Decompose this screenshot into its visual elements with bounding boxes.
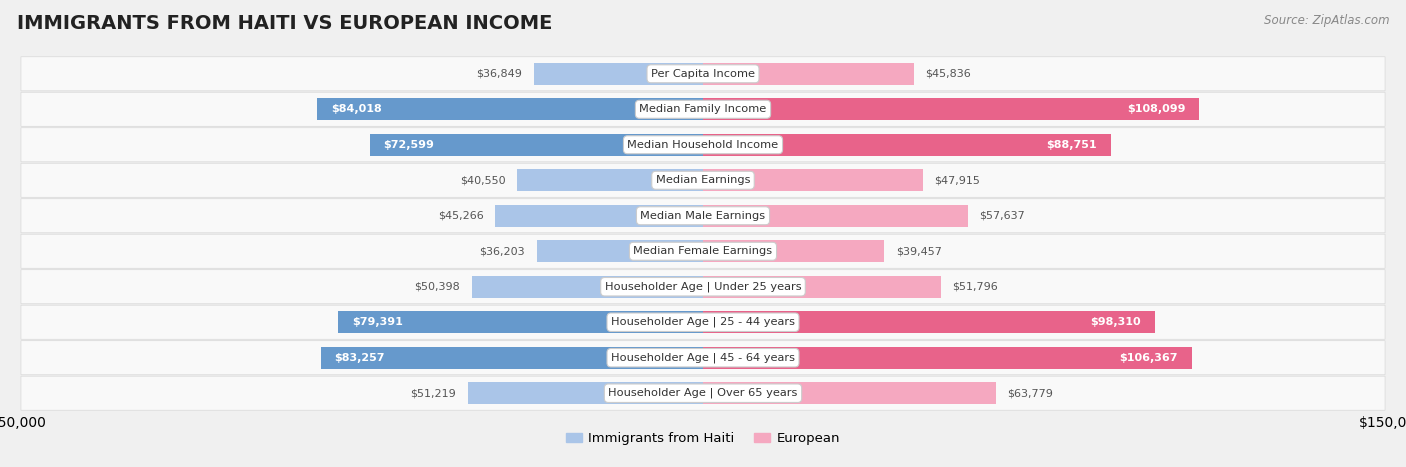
FancyBboxPatch shape bbox=[21, 199, 1385, 233]
Bar bbox=[703, 169, 924, 191]
Text: Median Earnings: Median Earnings bbox=[655, 175, 751, 185]
Text: $106,367: $106,367 bbox=[1119, 353, 1178, 363]
Text: $51,219: $51,219 bbox=[411, 388, 457, 398]
Text: Householder Age | 45 - 64 years: Householder Age | 45 - 64 years bbox=[612, 353, 794, 363]
Text: $45,266: $45,266 bbox=[437, 211, 484, 221]
FancyBboxPatch shape bbox=[21, 163, 1385, 197]
FancyBboxPatch shape bbox=[21, 305, 1385, 339]
FancyBboxPatch shape bbox=[21, 341, 1385, 375]
Text: $88,751: $88,751 bbox=[1046, 140, 1097, 150]
Bar bbox=[703, 98, 1199, 120]
Bar bbox=[534, 63, 703, 85]
Text: $72,599: $72,599 bbox=[384, 140, 434, 150]
Text: $57,637: $57,637 bbox=[979, 211, 1025, 221]
FancyBboxPatch shape bbox=[21, 376, 1385, 410]
Bar bbox=[703, 347, 1191, 369]
Bar bbox=[321, 347, 703, 369]
Text: Median Family Income: Median Family Income bbox=[640, 104, 766, 114]
Text: Householder Age | 25 - 44 years: Householder Age | 25 - 44 years bbox=[612, 317, 794, 327]
Text: Median Female Earnings: Median Female Earnings bbox=[634, 246, 772, 256]
Text: Median Household Income: Median Household Income bbox=[627, 140, 779, 150]
Text: IMMIGRANTS FROM HAITI VS EUROPEAN INCOME: IMMIGRANTS FROM HAITI VS EUROPEAN INCOME bbox=[17, 14, 553, 33]
Bar bbox=[703, 205, 967, 227]
Bar bbox=[703, 63, 914, 85]
FancyBboxPatch shape bbox=[21, 57, 1385, 91]
Bar bbox=[703, 134, 1111, 156]
Bar bbox=[318, 98, 703, 120]
Text: $36,849: $36,849 bbox=[477, 69, 522, 79]
Text: $63,779: $63,779 bbox=[1008, 388, 1053, 398]
Bar bbox=[468, 382, 703, 404]
Text: $47,915: $47,915 bbox=[935, 175, 980, 185]
Text: $84,018: $84,018 bbox=[330, 104, 381, 114]
Bar bbox=[339, 311, 703, 333]
Text: $40,550: $40,550 bbox=[460, 175, 505, 185]
Bar bbox=[537, 240, 703, 262]
FancyBboxPatch shape bbox=[21, 234, 1385, 268]
Text: $36,203: $36,203 bbox=[479, 246, 526, 256]
Bar bbox=[703, 311, 1154, 333]
Bar bbox=[703, 240, 884, 262]
Text: $51,796: $51,796 bbox=[952, 282, 998, 292]
FancyBboxPatch shape bbox=[21, 92, 1385, 126]
Text: $50,398: $50,398 bbox=[415, 282, 460, 292]
Text: Householder Age | Under 25 years: Householder Age | Under 25 years bbox=[605, 282, 801, 292]
Bar bbox=[370, 134, 703, 156]
Bar bbox=[517, 169, 703, 191]
Bar bbox=[703, 276, 941, 298]
Text: $83,257: $83,257 bbox=[335, 353, 385, 363]
Text: $108,099: $108,099 bbox=[1128, 104, 1185, 114]
Text: Per Capita Income: Per Capita Income bbox=[651, 69, 755, 79]
Legend: Immigrants from Haiti, European: Immigrants from Haiti, European bbox=[561, 427, 845, 451]
Text: $39,457: $39,457 bbox=[896, 246, 942, 256]
Text: $45,836: $45,836 bbox=[925, 69, 970, 79]
Text: $98,310: $98,310 bbox=[1090, 317, 1140, 327]
Text: Median Male Earnings: Median Male Earnings bbox=[641, 211, 765, 221]
Text: Source: ZipAtlas.com: Source: ZipAtlas.com bbox=[1264, 14, 1389, 27]
Text: Householder Age | Over 65 years: Householder Age | Over 65 years bbox=[609, 388, 797, 398]
Text: $79,391: $79,391 bbox=[352, 317, 404, 327]
FancyBboxPatch shape bbox=[21, 270, 1385, 304]
Bar bbox=[703, 382, 995, 404]
Bar bbox=[471, 276, 703, 298]
Bar bbox=[495, 205, 703, 227]
FancyBboxPatch shape bbox=[21, 128, 1385, 162]
